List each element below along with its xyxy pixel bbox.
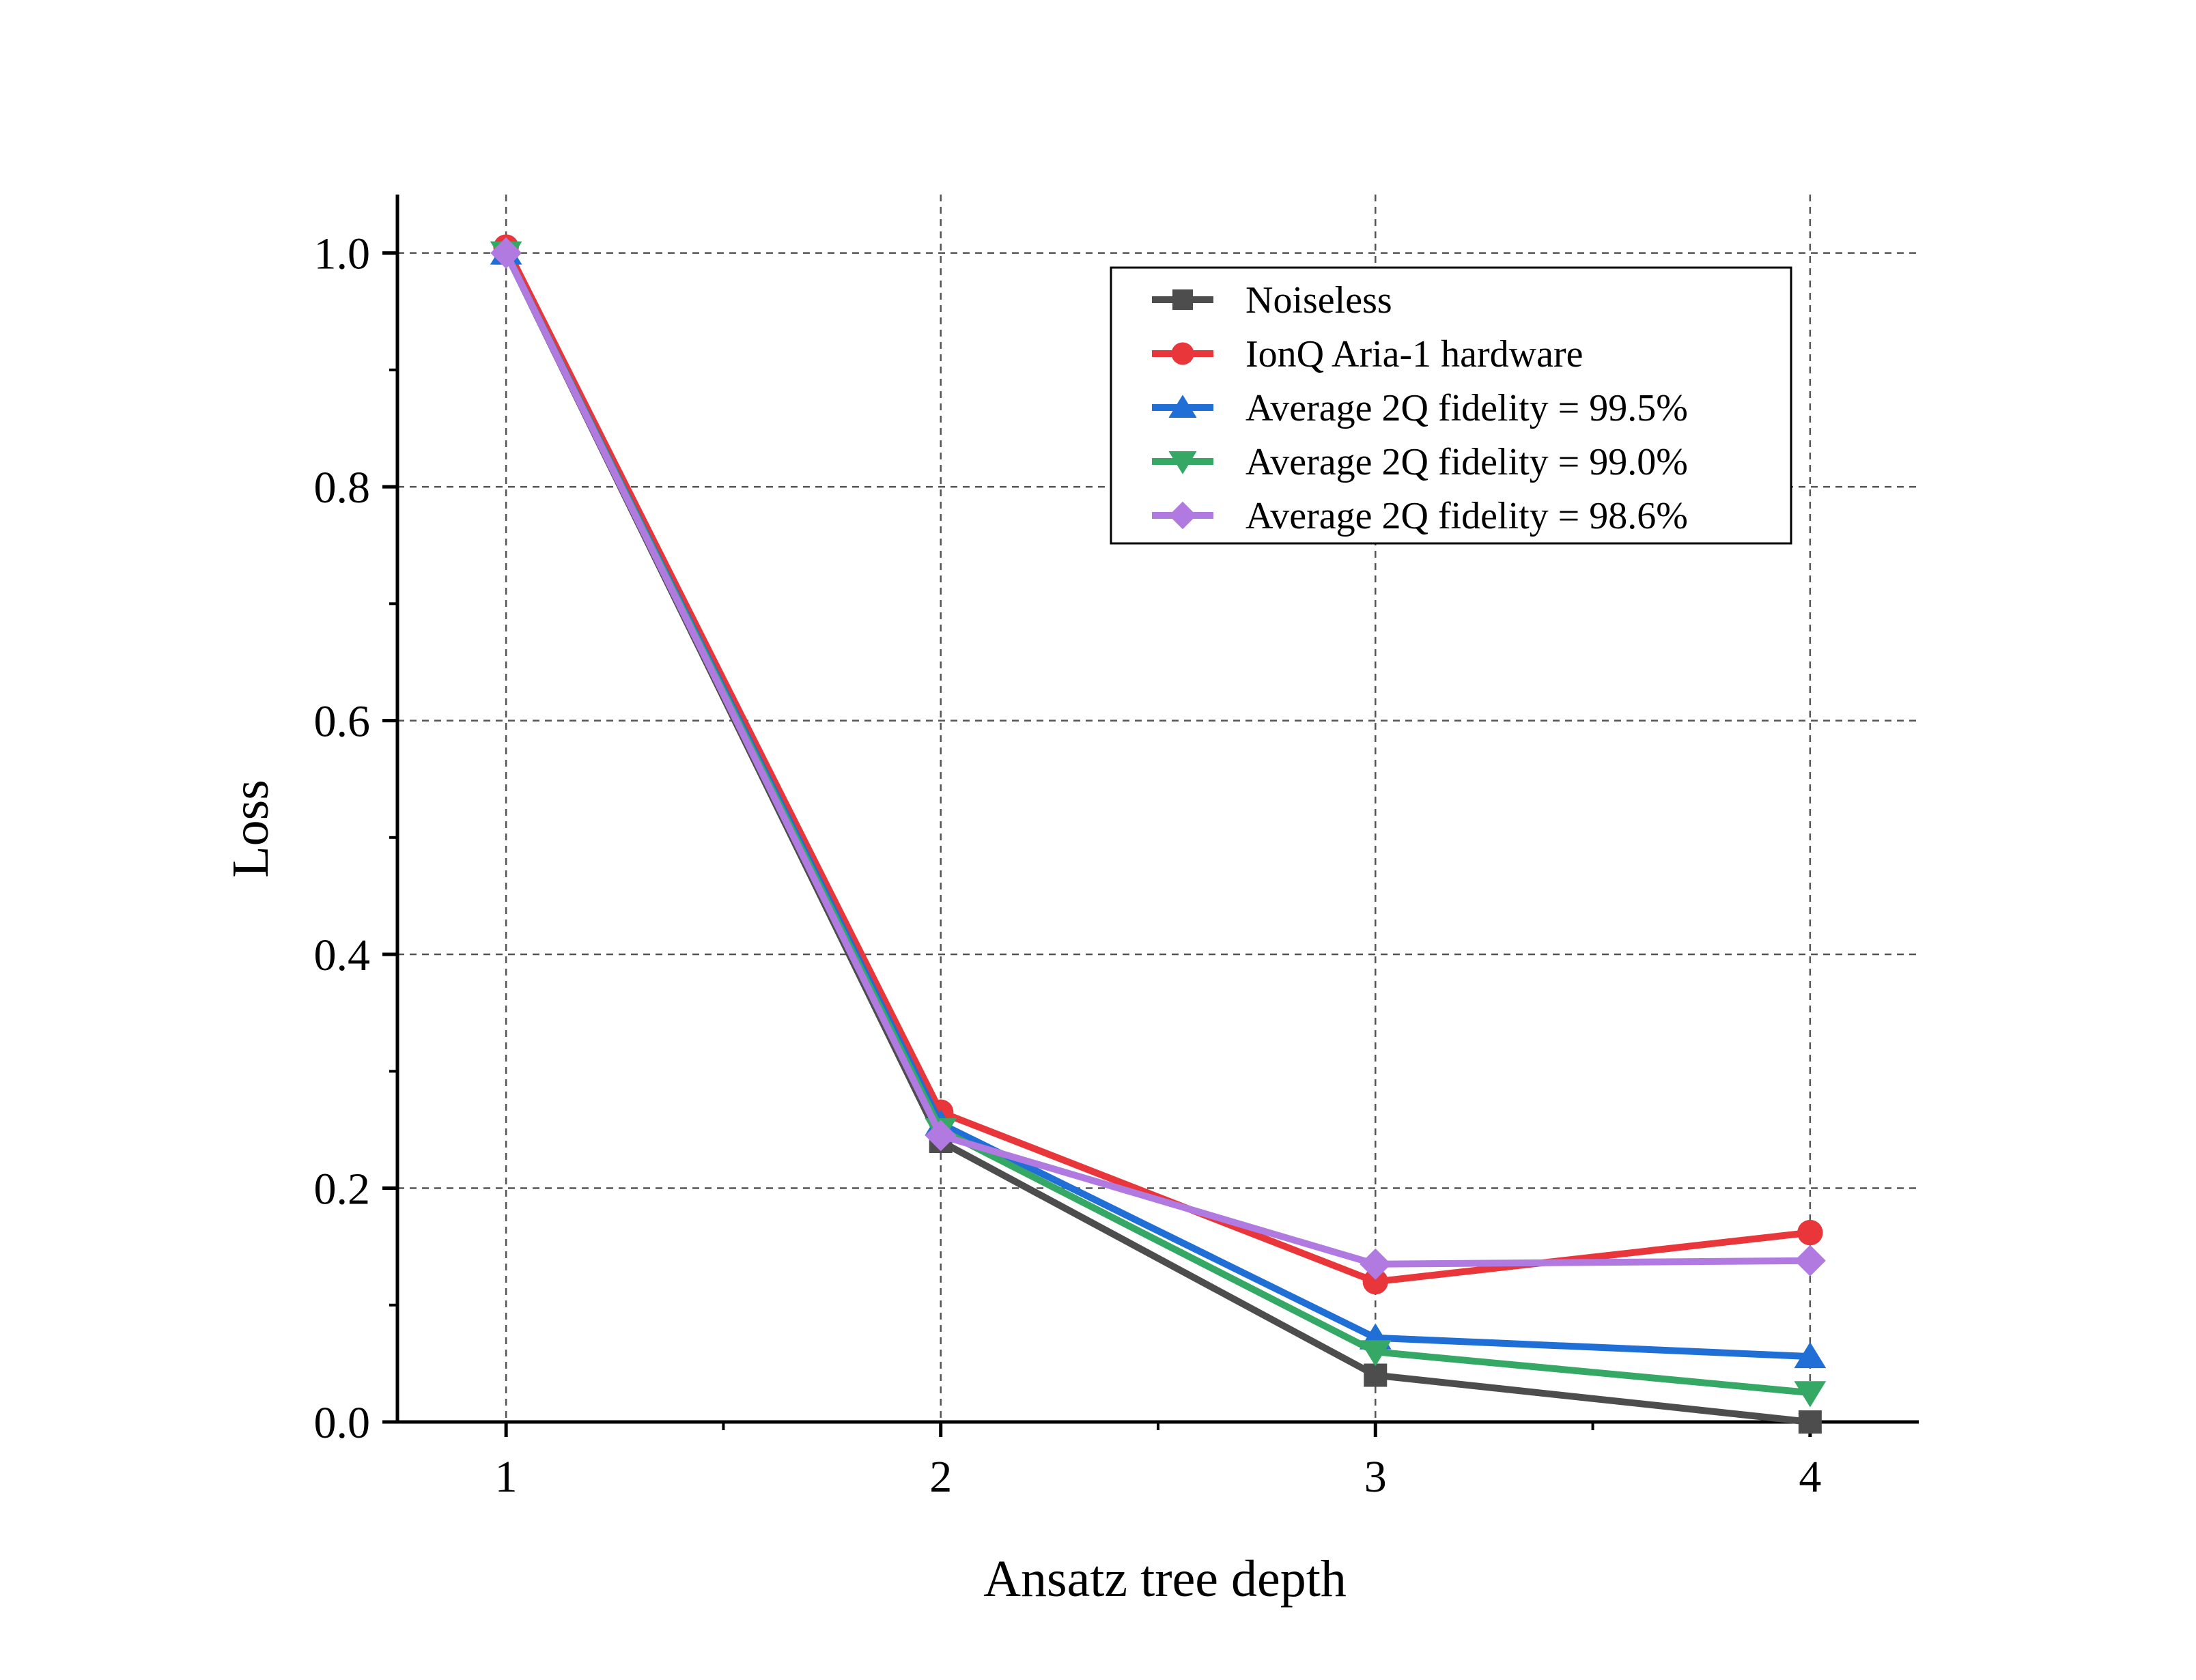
legend-item: Average 2Q fidelity = 98.6% (1152, 495, 1688, 537)
y-tick-label: 0.2 (314, 1165, 371, 1214)
y-tick-label: 0.8 (314, 463, 371, 513)
data-point (1797, 1219, 1823, 1246)
data-point (1360, 1248, 1392, 1280)
legend-swatch-marker (1171, 342, 1194, 365)
y-axis-title: Loss (222, 780, 279, 878)
x-axis-title: Ansatz tree depth (983, 1550, 1347, 1608)
x-tick-label: 4 (1799, 1452, 1821, 1502)
y-tick-label: 1.0 (314, 229, 371, 279)
tick-labels: 0.0 0.2 0.4 0.6 0.8 1.0 1 2 3 4 (314, 229, 1822, 1502)
x-tick-label: 2 (929, 1452, 952, 1502)
data-point (1362, 1268, 1388, 1295)
axes (382, 195, 1919, 1437)
data-point (490, 237, 522, 269)
y-tick-label: 0.0 (314, 1398, 371, 1448)
data-point (925, 1120, 957, 1152)
legend-swatch-marker (1168, 501, 1197, 530)
legend-swatch-marker (1168, 395, 1197, 418)
data-point (1364, 1363, 1388, 1387)
series-line (503, 251, 1810, 1268)
legend-label: Noiseless (1245, 279, 1392, 322)
legend-label: Average 2Q fidelity = 99.0% (1245, 441, 1688, 483)
x-tick-label: 1 (495, 1452, 518, 1502)
legend: Noiseless IonQ Aria-1 hardware Average 2Q … (1110, 266, 1792, 545)
legend-label: IonQ Aria-1 hardware (1245, 333, 1583, 375)
legend-label: Average 2Q fidelity = 99.5% (1245, 387, 1688, 429)
legend-swatch-marker (1172, 289, 1193, 310)
series-4 (490, 237, 1826, 1280)
legend-item: Average 2Q fidelity = 99.5% (1152, 387, 1688, 429)
legend-swatch-marker (1168, 451, 1197, 474)
series-layer (490, 234, 1827, 1434)
x-tick-label: 3 (1364, 1452, 1387, 1502)
legend-label: Average 2Q fidelity = 98.6% (1245, 495, 1688, 537)
data-point (1359, 1340, 1392, 1367)
legend-item: Noiseless (1152, 279, 1392, 322)
y-tick-label: 0.6 (314, 697, 371, 747)
data-point (1798, 1410, 1822, 1434)
data-point (1794, 1244, 1826, 1277)
data-point (1794, 1381, 1827, 1408)
data-point (1794, 1341, 1827, 1369)
legend-item: IonQ Aria-1 hardware (1152, 333, 1583, 375)
y-tick-label: 0.4 (314, 930, 371, 980)
legend-box (1110, 266, 1792, 545)
legend-item: Average 2Q fidelity = 99.0% (1152, 441, 1688, 483)
